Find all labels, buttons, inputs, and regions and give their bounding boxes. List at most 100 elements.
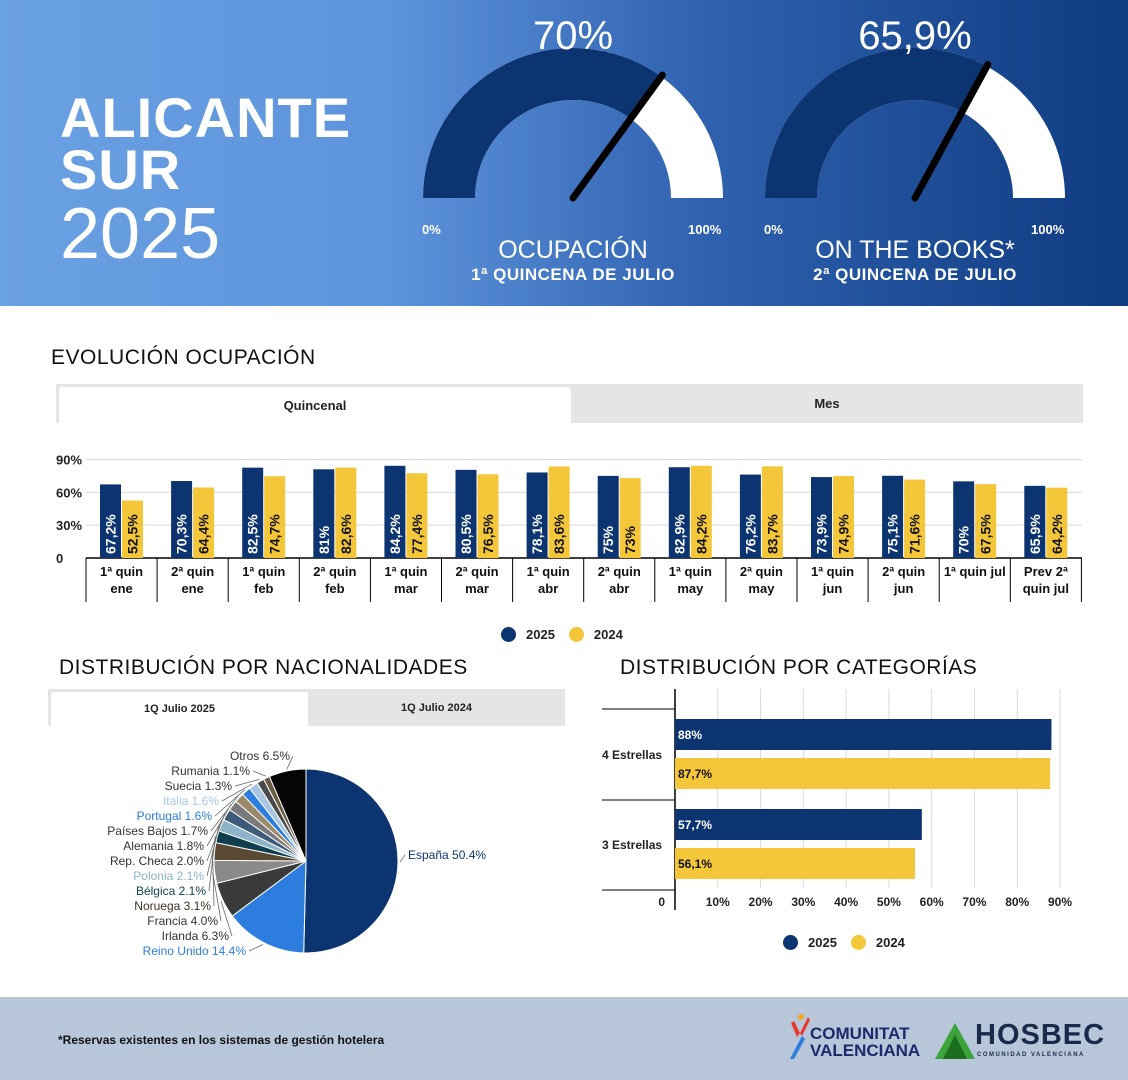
x-tick-label: ene <box>110 581 132 596</box>
y-tick-label: 60% <box>56 485 82 500</box>
title-year: 2025 <box>60 194 221 274</box>
gauge-value: 70% <box>532 14 614 58</box>
data-label-2025: 57,7% <box>678 818 712 832</box>
x-tick-label: 70% <box>962 895 986 909</box>
x-tick-label: 1ª quin <box>669 564 712 579</box>
x-tick-label: 1ª quin <box>811 564 854 579</box>
gauge-sublabel: 1ª QUINCENA DE JULIO <box>471 265 675 284</box>
pie-label: Francia 4.0% <box>147 914 218 928</box>
evolucion-title: EVOLUCIÓN OCUPACIÓN <box>51 346 316 369</box>
comunitat-valenciana-logo: COMUNITAT VALENCIANA <box>788 1011 928 1065</box>
data-label-2024: 83,7% <box>764 514 780 554</box>
data-label-2024: 64,2% <box>1049 514 1065 554</box>
legend-item-2025: 2025 <box>501 627 555 642</box>
bar-2024 <box>264 476 286 558</box>
x-tick-label: 1ª quin <box>384 564 427 579</box>
data-label-2025: 80,5% <box>458 514 474 554</box>
x-tick-label: ene <box>181 581 203 596</box>
hosbec-emblem <box>935 1023 975 1059</box>
x-tick-label: abr <box>538 581 558 596</box>
x-tick-label: 2ª quin <box>882 564 925 579</box>
page-title: ALICANTE SUR 2025 <box>60 90 351 274</box>
hosbec-subtitle: COMUNIDAD VALENCIANA <box>977 1052 1085 1058</box>
legend-label: 2025 <box>808 935 837 950</box>
pie-leader-line <box>214 789 245 817</box>
x-tick-label: mar <box>465 581 489 596</box>
evolucion-legend: 2025 2024 <box>501 627 637 642</box>
tab-1q-julio-2024[interactable]: 1Q Julio 2024 <box>401 701 472 714</box>
tab-1q-julio-2025[interactable]: 1Q Julio 2025 <box>51 692 308 726</box>
pie-leader-line <box>286 755 294 770</box>
x-tick-label: may <box>677 581 704 596</box>
x-tick-label: abr <box>609 581 629 596</box>
x-tick-label: 2ª quin <box>740 564 783 579</box>
gauge-min-label: 0% <box>422 222 441 237</box>
tab-mes[interactable]: Mes <box>814 396 840 411</box>
data-label-2024: 71,6% <box>907 514 923 554</box>
y-tick-label: 90% <box>56 452 82 467</box>
legend-dot-2025 <box>783 935 798 950</box>
data-label-2025: 88% <box>678 728 702 742</box>
x-tick-label: 60% <box>920 895 944 909</box>
bar-2024 <box>122 500 143 558</box>
data-label-2024: 74,9% <box>836 514 852 554</box>
x-tick-label: quin jul <box>1023 581 1069 596</box>
nacionalidades-pie-chart: España 50.4% Reino Unido 14.4%Irlanda 6.3… <box>107 749 486 958</box>
data-label-2024: 56,1% <box>678 857 712 871</box>
data-label-2025: 78,1% <box>529 514 545 554</box>
tab-quincenal[interactable]: Quincenal <box>59 387 571 423</box>
bar-2024 <box>975 484 997 558</box>
pie-leader-line <box>210 796 238 832</box>
logo-line-2: VALENCIANA <box>810 1041 921 1060</box>
data-label-2024: 84,2% <box>693 514 709 554</box>
bar-2024 <box>548 466 570 558</box>
gauge-needle <box>569 71 666 202</box>
nacionalidades-tabs: 1Q Julio 2025 1Q Julio 2024 <box>48 689 565 726</box>
bar-2024 <box>675 758 1051 789</box>
x-tick-label: 1ª quin jul <box>944 564 1006 579</box>
footer: *Reservas existentes en los sistemas de … <box>0 997 1128 1080</box>
x-tick-label: 2ª quin <box>456 564 499 579</box>
x-tick-label: 1ª quin <box>100 564 143 579</box>
pie-leader-line <box>234 778 260 787</box>
legend-dot-2024 <box>850 935 866 950</box>
x-tick-label: 1ª quin <box>527 564 570 579</box>
x-tick-label: 0 <box>658 895 665 909</box>
x-tick-label: feb <box>254 581 274 596</box>
pie-slice <box>268 768 307 862</box>
gauge-on-the-books-svg <box>765 47 1065 202</box>
gauge-ocupacion: 70% 0% 100% OCUPACIÓN 1ª QUINCENA DE JUL… <box>413 0 733 306</box>
data-label-2025: 81% <box>316 525 332 554</box>
gauge-sublabel: 2ª QUINCENA DE JULIO <box>813 265 1017 284</box>
x-tick-label: Prev 2ª <box>1024 564 1068 579</box>
pie-label: Noruega 3.1% <box>134 899 211 913</box>
pie-label: Alemania 1.8% <box>123 839 204 853</box>
x-tick-label: 1ª quin <box>242 564 285 579</box>
x-tick-label: jun <box>893 581 914 596</box>
bar-2025 <box>313 469 335 558</box>
gauge-label: ON THE BOOKS* <box>815 236 1015 264</box>
bar-2024 <box>1046 487 1068 558</box>
gauge-min-label: 0% <box>764 222 783 237</box>
bar-2025 <box>668 467 690 558</box>
pie-leader-line <box>220 901 233 937</box>
data-label-2025: 84,2% <box>387 514 403 554</box>
data-label-2024: 83,6% <box>551 514 567 554</box>
gauge-value: 65,9% <box>858 14 972 58</box>
legend-item-2024: 2024 <box>850 935 905 950</box>
data-label-2024: 73% <box>622 525 638 554</box>
y-category-label: 3 Estrellas <box>602 838 662 852</box>
categorias-bar-chart: 0 10% 20% 30% 40% 50% 60% 70% 80% 90% 4 Estrellas 8… <box>602 689 1072 910</box>
bar-2025 <box>739 474 761 558</box>
pie-label: España 50.4% <box>408 848 486 862</box>
bar-2024 <box>335 467 357 558</box>
y-tick-label: 0 <box>56 551 63 566</box>
hosbec-wordmark: HOSBEC <box>975 1019 1106 1051</box>
x-tick-label: 2ª quin <box>313 564 356 579</box>
data-label-2025: 82,5% <box>245 514 261 554</box>
bar-2025 <box>675 809 922 840</box>
pie-leader-line <box>206 804 232 847</box>
pie-slice <box>231 859 307 954</box>
pie-leader-line <box>399 854 406 863</box>
bar-2025 <box>171 481 193 558</box>
